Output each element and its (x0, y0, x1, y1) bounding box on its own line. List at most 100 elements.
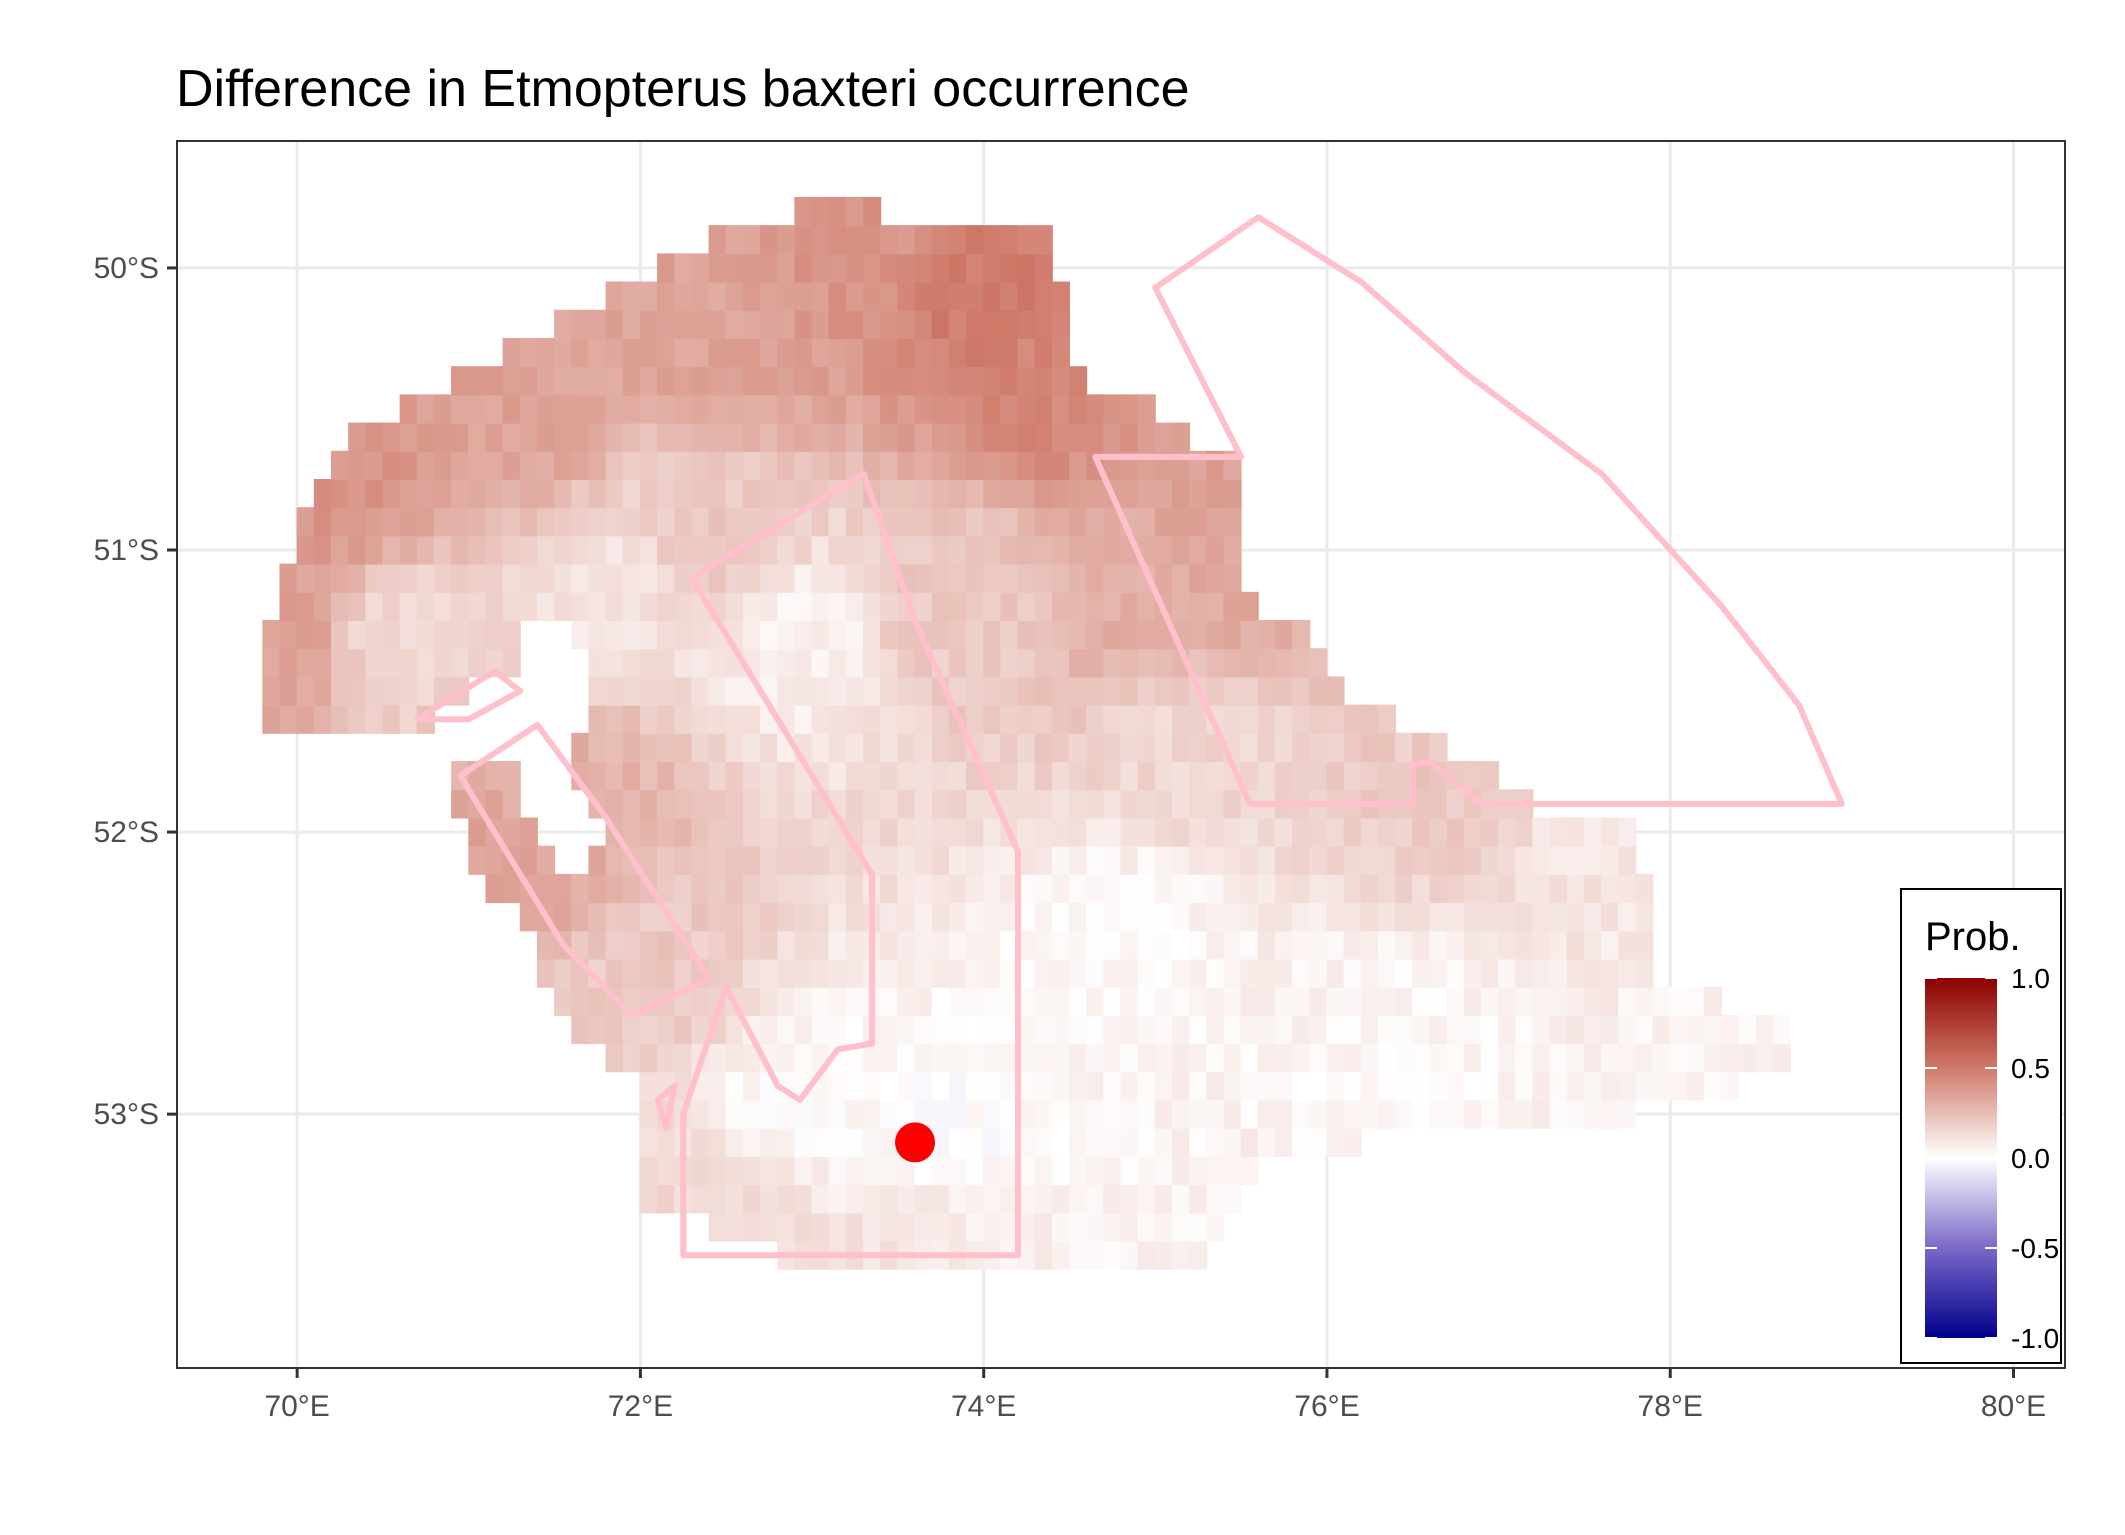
grid-cell (1000, 761, 1019, 791)
grid-cell (605, 281, 624, 311)
grid-cell (1515, 817, 1534, 847)
grid-cell (760, 620, 779, 650)
grid-cell (1051, 704, 1071, 734)
grid-cell (1377, 1071, 1397, 1101)
grid-cell (1635, 986, 1654, 1016)
grid-cell (966, 253, 985, 283)
grid-cell (760, 309, 779, 339)
grid-cell (914, 1014, 933, 1045)
grid-cell (966, 930, 985, 960)
grid-cell (313, 704, 332, 734)
grid-cell (1137, 507, 1156, 537)
grid-cell (966, 507, 985, 537)
grid-cell (691, 450, 710, 480)
grid-cell (828, 563, 847, 593)
grid-cell (365, 704, 384, 734)
grid-cell (880, 817, 899, 847)
grid-cell (1017, 563, 1036, 593)
grid-cell (330, 620, 350, 650)
grid-cell (828, 535, 847, 565)
grid-cell (657, 253, 676, 283)
grid-cell (1601, 1071, 1620, 1101)
grid-cell (519, 845, 538, 875)
grid-cell (1412, 761, 1431, 791)
grid-cell (1446, 1043, 1465, 1073)
grid-cell (794, 450, 813, 480)
grid-cell (948, 563, 968, 593)
grid-cell (1343, 873, 1362, 904)
grid-cell (1343, 1014, 1362, 1045)
grid-cell (880, 648, 899, 678)
grid-cell (1498, 930, 1517, 960)
grid-cell (760, 281, 779, 311)
grid-cell (777, 789, 796, 819)
grid-cell (1137, 1240, 1156, 1270)
grid-cell (1051, 789, 1071, 819)
grid-cell (571, 478, 590, 509)
grid-cell (657, 1043, 676, 1073)
grid-cell (828, 450, 847, 480)
grid-cell (1206, 845, 1225, 875)
grid-cell (777, 930, 796, 960)
grid-cell (1103, 1099, 1122, 1129)
grid-cell (519, 422, 538, 452)
grid-cell (1755, 1014, 1774, 1045)
grid-cell (897, 394, 916, 424)
grid-cell (1103, 1184, 1122, 1214)
grid-cell (1137, 394, 1156, 424)
grid-cell (983, 930, 1002, 960)
grid-cell (1618, 930, 1637, 960)
grid-cell (828, 253, 847, 283)
grid-cell (1103, 1043, 1122, 1073)
grid-cell (639, 591, 659, 622)
grid-cell (1274, 845, 1294, 875)
grid-cell (468, 478, 487, 509)
grid-cell (1223, 817, 1242, 847)
grid-cell (622, 563, 641, 593)
grid-cell (794, 478, 813, 509)
grid-cell (485, 366, 504, 396)
grid-cell (1721, 1071, 1740, 1101)
grid-cell (1137, 958, 1156, 988)
grid-cell (1120, 422, 1139, 452)
grid-cell (1069, 422, 1088, 452)
grid-cell (914, 930, 933, 960)
grid-cell (966, 394, 985, 424)
grid-cell (296, 620, 315, 650)
grid-cell (1257, 732, 1276, 763)
grid-cell (1360, 1071, 1379, 1101)
grid-cell (1257, 845, 1276, 875)
grid-cell (1189, 1043, 1208, 1073)
grid-cell (914, 225, 933, 255)
grid-cell (914, 507, 933, 537)
grid-cell (1000, 845, 1019, 875)
grid-cell (1034, 620, 1053, 650)
grid-cell (639, 930, 659, 960)
grid-cell (605, 1014, 624, 1045)
grid-cell (657, 648, 676, 678)
grid-cell (931, 394, 950, 424)
x-tick-label-4: 78°E (1638, 1390, 1703, 1423)
grid-cell (1120, 902, 1139, 932)
grid-cell (725, 958, 744, 988)
grid-cell (845, 1043, 865, 1073)
grid-cell (983, 422, 1002, 452)
grid-cell (622, 930, 641, 960)
grid-cell (931, 253, 950, 283)
grid-cell (1017, 281, 1036, 311)
grid-cell (828, 394, 847, 424)
grid-cell (1069, 817, 1088, 847)
grid-cell (760, 394, 779, 424)
grid-cell (863, 450, 882, 480)
grid-cell (914, 1071, 933, 1101)
grid-cell (1051, 507, 1071, 537)
grid-cell (811, 196, 830, 227)
grid-cell (1686, 1043, 1706, 1073)
grid-cell (1189, 986, 1208, 1016)
grid-cell (1189, 761, 1208, 791)
grid-cell (880, 1127, 899, 1157)
grid-cell (811, 704, 830, 734)
grid-cell (983, 1043, 1002, 1073)
grid-cell (1154, 1043, 1173, 1073)
grid-cell (1000, 535, 1019, 565)
